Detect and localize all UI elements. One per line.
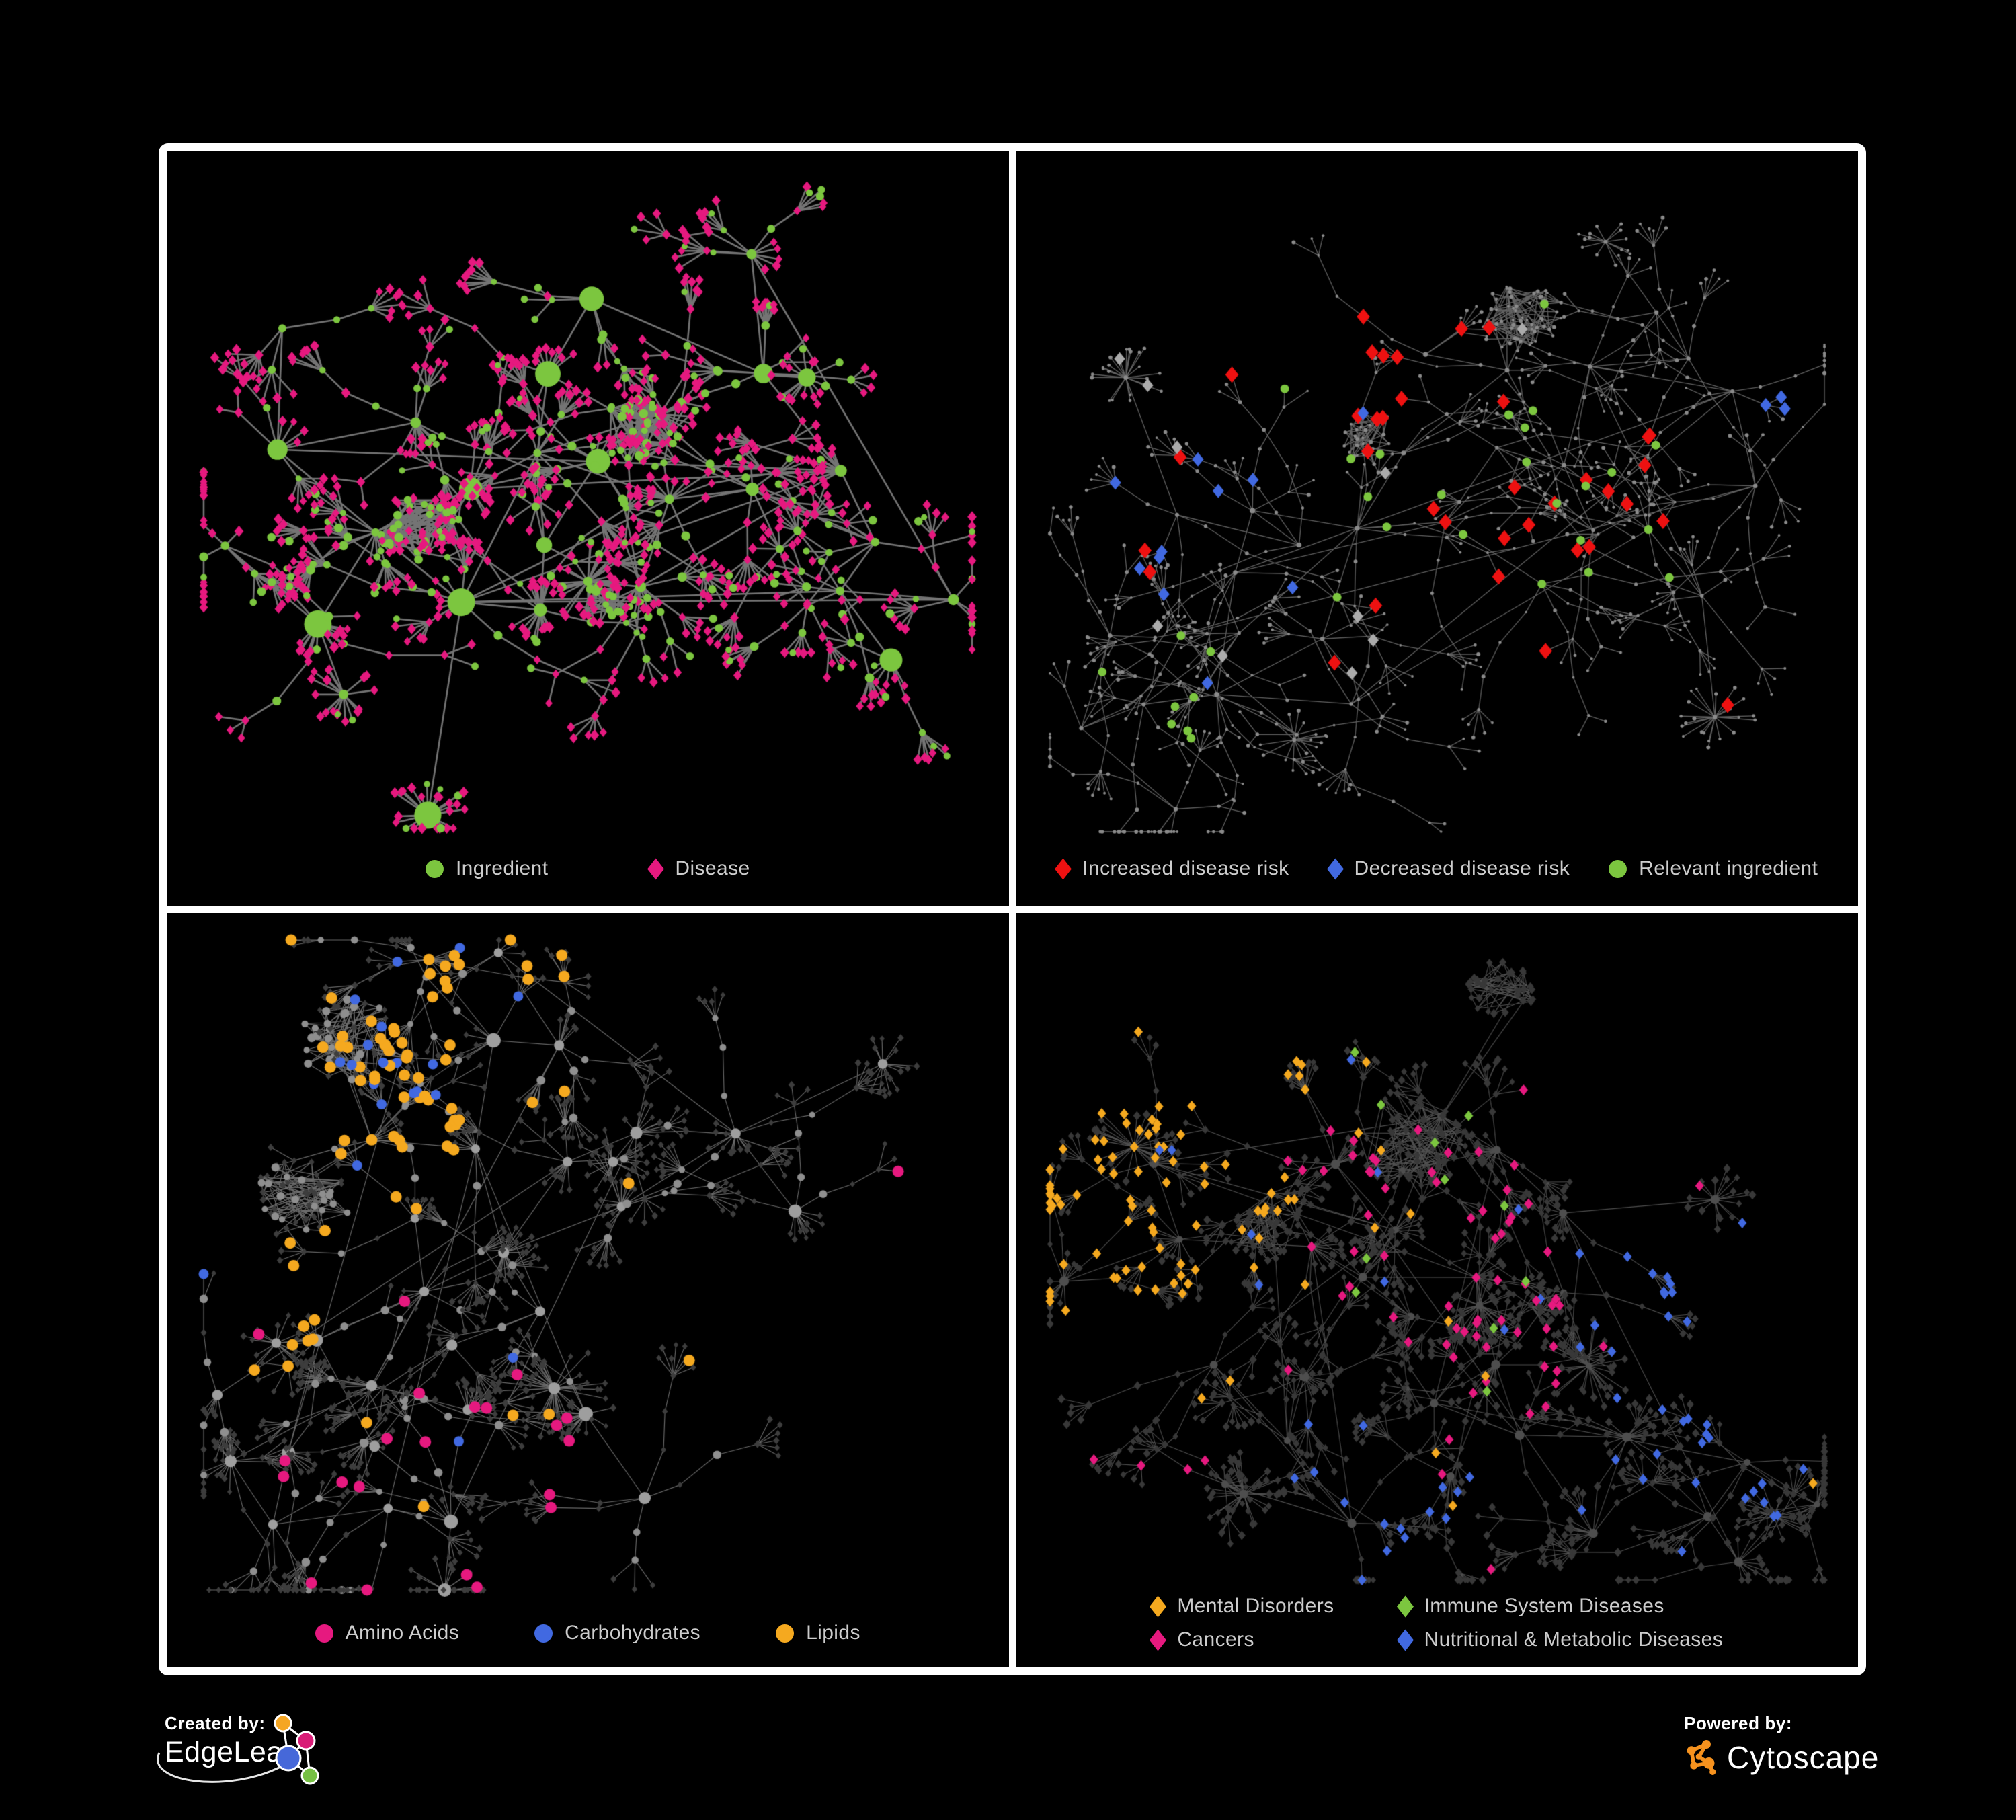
legend-label: Mental Disorders — [1177, 1595, 1334, 1617]
panel-disease-categories: Mental Disorders Immune System Diseases Ca… — [1016, 913, 1859, 1667]
diamond-marker — [647, 857, 665, 880]
legend-item: Carbohydrates — [534, 1622, 700, 1645]
legend-item: Decreased disease risk — [1326, 857, 1570, 880]
panel-ingredient-disease: Ingredient Disease — [167, 151, 1009, 906]
figure-frame: Ingredient Disease Increased disease risk… — [159, 143, 1866, 1675]
legend-nutrient-classes: Amino Acids Carbohydrates Lipids — [167, 1622, 1009, 1645]
legend-label: Disease — [675, 857, 750, 879]
legend-item: Immune System Diseases — [1396, 1595, 1724, 1618]
network-canvas-disease-risk — [1016, 151, 1858, 906]
legend-item: Disease — [647, 857, 750, 880]
circle-marker — [776, 1624, 795, 1643]
circle-marker — [315, 1624, 333, 1643]
legend-grid: Mental Disorders Immune System Diseases Ca… — [1150, 1595, 1724, 1651]
edgeleap-network-icon — [274, 1714, 319, 1785]
circle-marker — [534, 1624, 553, 1643]
legend-label: Lipids — [806, 1622, 860, 1644]
legend-label: Carbohydrates — [565, 1622, 701, 1644]
legend-ingredient-disease: Ingredient Disease — [167, 857, 1009, 880]
diamond-marker — [1396, 1595, 1414, 1618]
legend-label: Cancers — [1177, 1628, 1254, 1651]
legend-disease-categories: Mental Disorders Immune System Diseases Ca… — [1016, 1595, 1859, 1651]
circle-marker — [1609, 859, 1627, 878]
network-canvas-nutrient-classes — [167, 913, 1009, 1667]
created-by-label: Created by: — [165, 1713, 266, 1733]
legend-label: Relevant ingredient — [1639, 857, 1818, 879]
legend-item: Increased disease risk — [1055, 857, 1289, 880]
legend-item: Ingredient — [425, 857, 549, 880]
network-canvas-ingredient-disease — [167, 151, 1009, 906]
legend-item: Lipids — [776, 1622, 860, 1645]
panel-disease-risk: Increased disease risk Decreased disease … — [1016, 151, 1859, 906]
edgeleap-node-green — [300, 1766, 319, 1785]
diamond-marker — [1326, 857, 1344, 880]
edgeleap-node-magenta — [296, 1731, 316, 1751]
cytoscape-network-icon — [1687, 1740, 1716, 1775]
legend-label: Amino Acids — [345, 1622, 460, 1644]
legend-item: Cancers — [1150, 1628, 1334, 1651]
edgeleap-node-orange — [274, 1714, 292, 1733]
legend-disease-risk: Increased disease risk Decreased disease … — [1016, 857, 1859, 880]
diamond-marker — [1396, 1628, 1414, 1651]
edgeleap-credit: Created by: EdgeLeap — [157, 1713, 366, 1798]
diamond-marker — [1055, 857, 1072, 880]
legend-label: Ingredient — [455, 857, 549, 879]
network-canvas-disease-categories — [1016, 913, 1858, 1667]
cytoscape-logo-text: Cytoscape — [1727, 1740, 1880, 1775]
legend-item: Mental Disorders — [1150, 1595, 1334, 1618]
cytoscape-logo: Cytoscape — [1684, 1738, 1879, 1777]
cytoscape-credit: Powered by: Cytoscape — [1684, 1713, 1879, 1777]
legend-item: Nutritional & Metabolic Diseases — [1396, 1628, 1724, 1651]
edgeleap-logo: EdgeLeap — [157, 1714, 366, 1798]
powered-by-label: Powered by: — [1684, 1713, 1793, 1733]
legend-label: Immune System Diseases — [1424, 1595, 1664, 1617]
edgeleap-node-blue — [275, 1745, 302, 1772]
legend-label: Nutritional & Metabolic Diseases — [1424, 1628, 1724, 1651]
legend-label: Increased disease risk — [1082, 857, 1289, 879]
panel-nutrient-classes: Amino Acids Carbohydrates Lipids — [167, 913, 1009, 1667]
legend-item: Relevant ingredient — [1609, 857, 1818, 880]
legend-label: Decreased disease risk — [1354, 857, 1570, 879]
diamond-marker — [1150, 1628, 1167, 1651]
legend-item: Amino Acids — [315, 1622, 459, 1645]
edgeleap-swoosh-graphic — [157, 1752, 285, 1783]
diamond-marker — [1150, 1595, 1167, 1618]
circle-marker — [425, 859, 444, 878]
